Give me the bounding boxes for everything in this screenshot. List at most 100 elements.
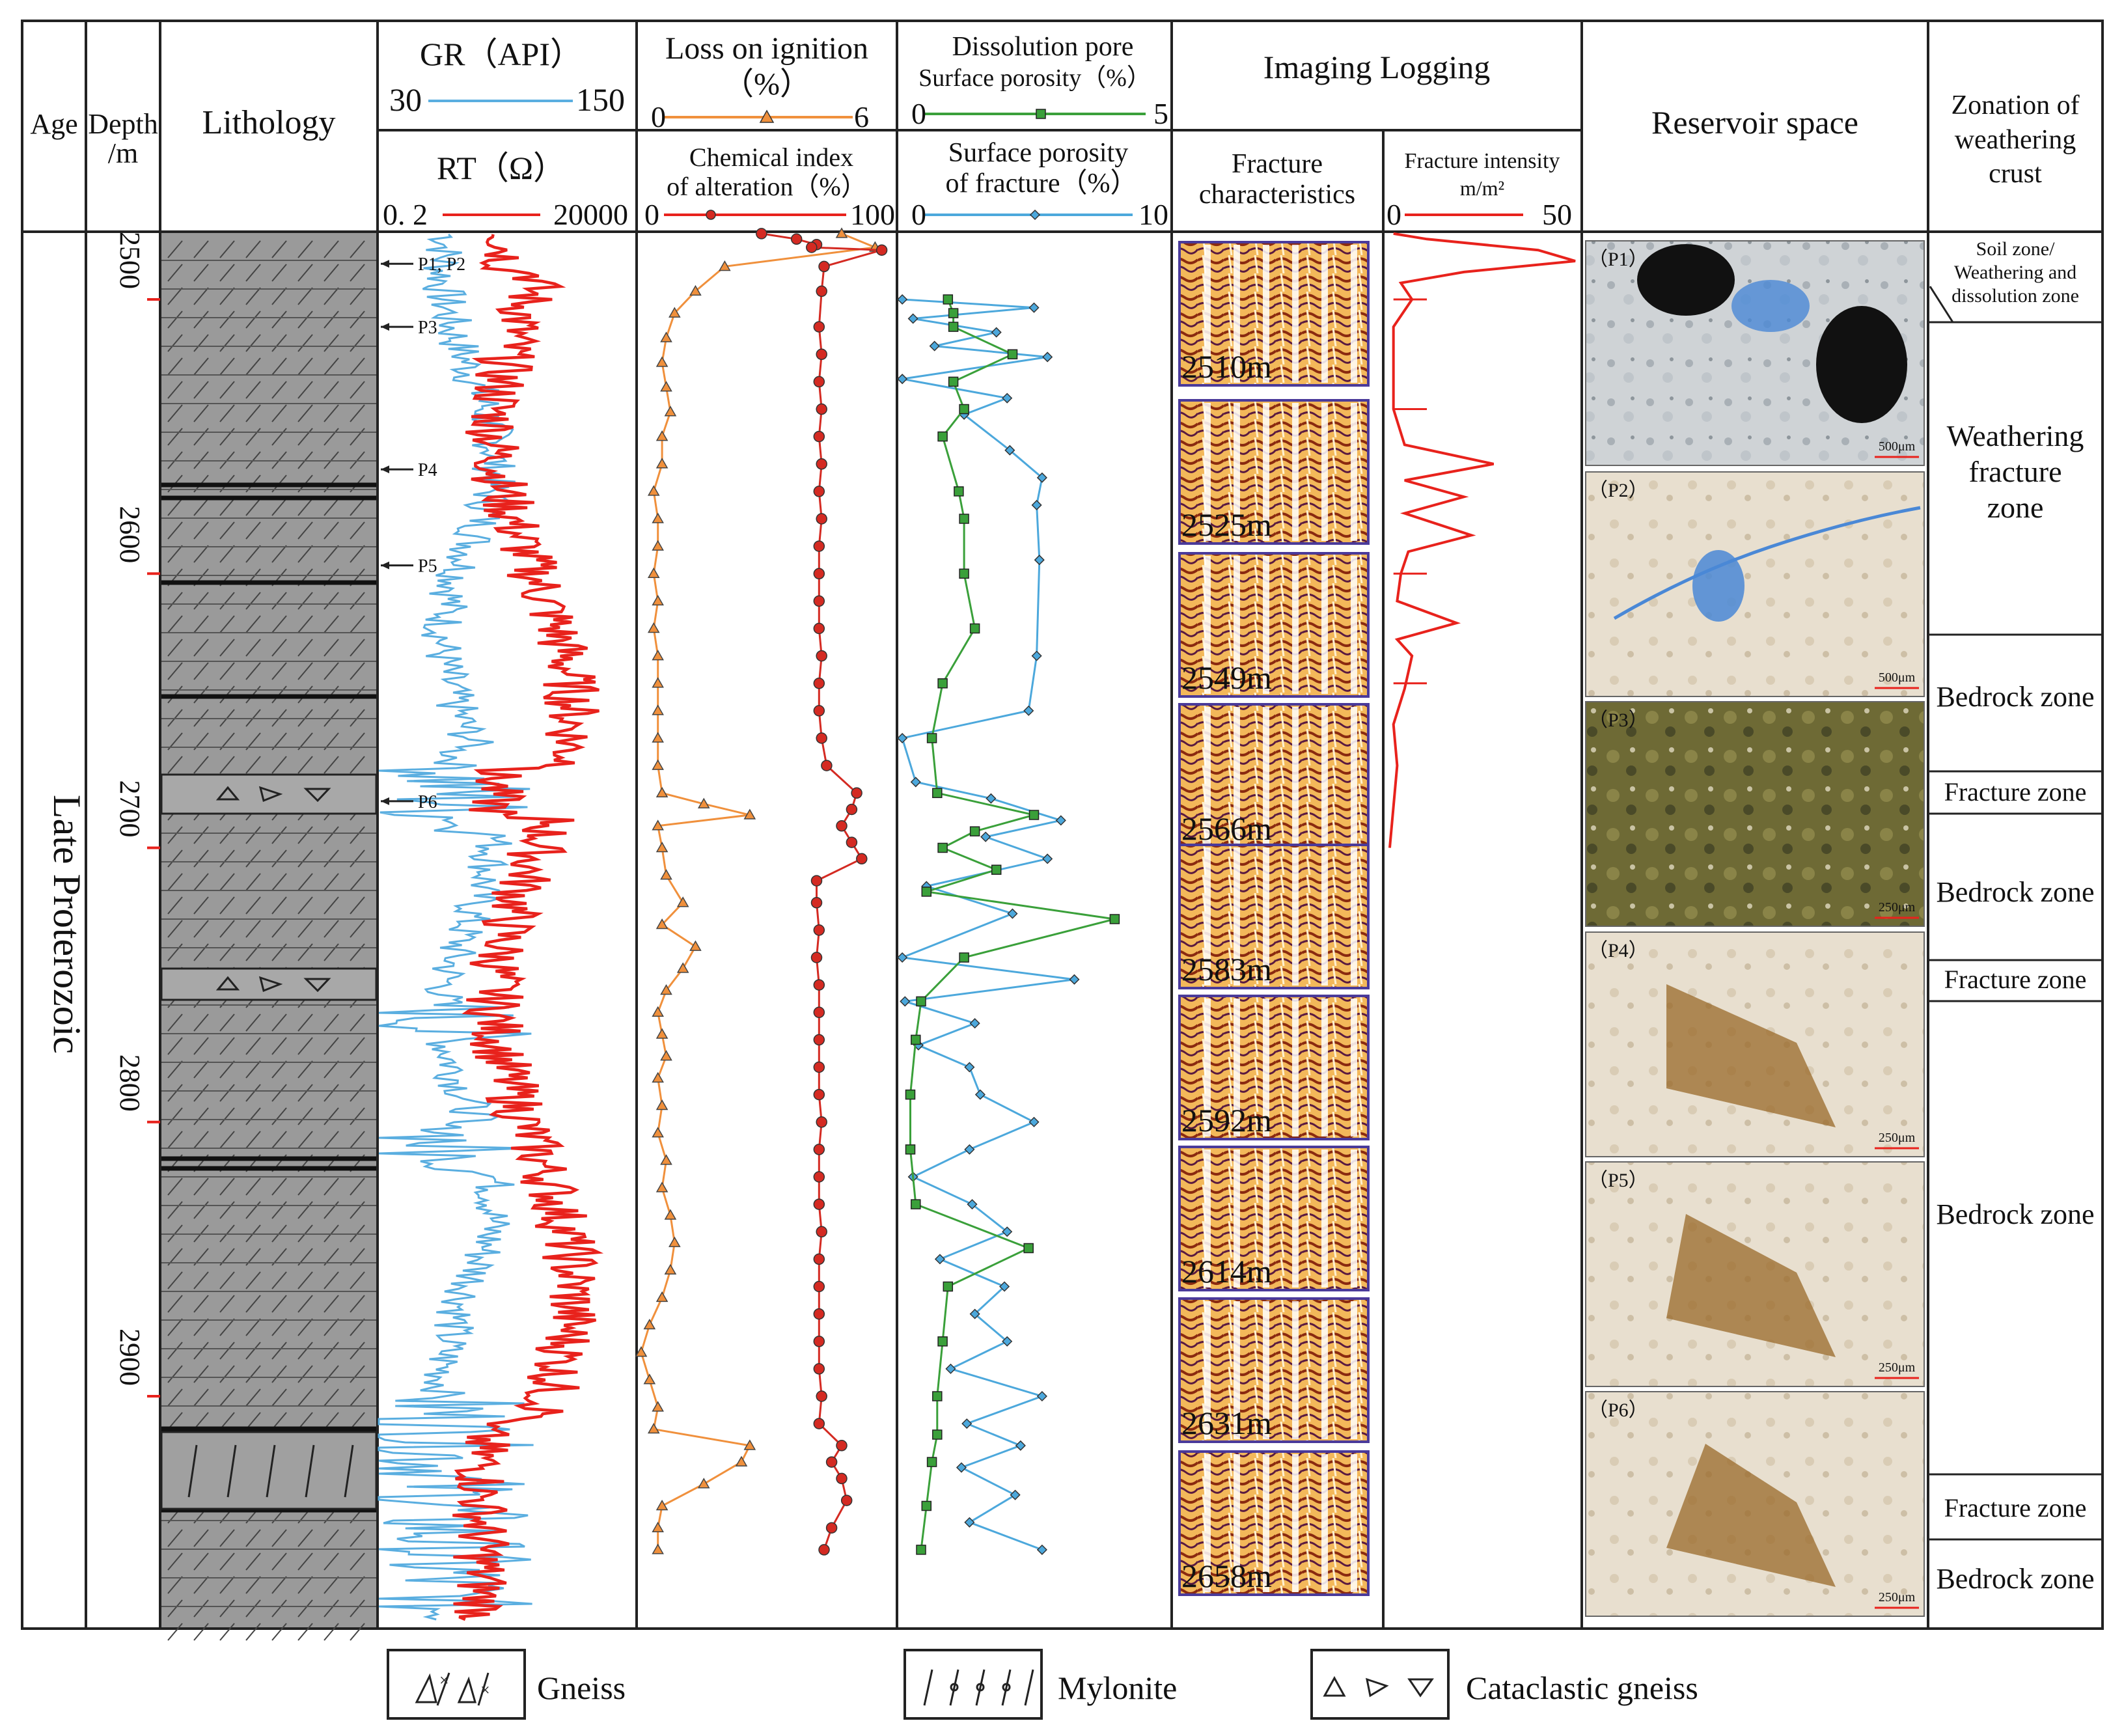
rt-line (452, 234, 604, 1621)
loi-min: 0 (651, 100, 666, 133)
gneiss-hatch (245, 896, 261, 915)
gneiss-hatch (193, 849, 209, 868)
gneiss-hatch (193, 1178, 209, 1196)
pad-gap (1351, 245, 1357, 383)
gneiss-hatch (350, 428, 365, 446)
dp-point (954, 486, 964, 497)
gneiss-hatch (193, 1131, 209, 1149)
scale-label: 500μm (1879, 670, 1916, 685)
fp-point (967, 1199, 978, 1210)
cia-point (825, 1456, 838, 1468)
pad-gap (1351, 1454, 1357, 1592)
gneiss-hatch (324, 404, 339, 422)
gneiss-hatch (350, 826, 365, 844)
gneiss-hatch (271, 357, 287, 376)
zone-soil-label: dissolution zone (1952, 285, 2079, 307)
fp-point (986, 793, 997, 804)
loi-point (689, 284, 702, 296)
gneiss-hatch (324, 1084, 339, 1102)
loi-unit: （%） (723, 67, 811, 102)
gneiss-hatch (271, 1388, 287, 1407)
zone-connector (1929, 286, 1954, 323)
imaging-depth-label: 2510m (1181, 348, 1272, 385)
pad-gap (1351, 403, 1357, 541)
loi-point (652, 1401, 664, 1412)
gneiss-hatch (219, 334, 235, 352)
gneiss-hatch (324, 826, 339, 844)
gneiss-hatch (350, 1107, 365, 1125)
fp-min: 0 (911, 198, 926, 231)
cataclastic-symbol (215, 786, 240, 801)
cia-point (836, 1472, 848, 1485)
gneiss-hatch (167, 1013, 183, 1032)
gneiss-hatch (350, 498, 365, 516)
gneiss-hatch (297, 310, 313, 329)
gneiss-hatch (271, 1623, 287, 1641)
legend-gneiss-label: Gneiss (537, 1670, 626, 1706)
legend-mylonite-label: Mylonite (1058, 1670, 1177, 1706)
fp-point (897, 952, 908, 963)
gneiss-hatch (271, 1201, 287, 1219)
gr-line (378, 233, 534, 1621)
pad-gap (1234, 245, 1240, 383)
cia-legend-marker (706, 210, 716, 220)
dp-line (909, 299, 1115, 1550)
imaging-log-images: 2510m 2525m 2549m 2566m 2583m 2592m 2614m 2631m… (1178, 241, 1370, 1596)
zone-bedrock-label: Bedrock zone (1936, 681, 2094, 713)
cia-point (790, 233, 803, 245)
gneiss-hatch (193, 1318, 209, 1336)
fi-line (1388, 232, 1576, 848)
gneiss-hatch (271, 639, 287, 657)
gneiss-hatch (350, 943, 365, 961)
gneiss-hatch (193, 826, 209, 844)
gneiss-hatch (245, 756, 261, 774)
gneiss-hatch (324, 849, 339, 868)
cia-point (846, 803, 858, 816)
cia-point (816, 650, 827, 662)
fp-point (1028, 302, 1040, 313)
gneiss-hatch (245, 521, 261, 540)
loi-point (652, 650, 664, 661)
fp-point (961, 1418, 972, 1429)
gneiss-hatch (245, 428, 261, 446)
gneiss-hatch (219, 1131, 235, 1149)
gneiss-hatch (167, 1037, 183, 1055)
fp-line (898, 298, 1075, 1551)
gneiss-hatch (324, 1037, 339, 1055)
gneiss-hatch (245, 1131, 261, 1149)
gneiss-hatch (324, 639, 339, 657)
lithology-column (160, 233, 378, 1641)
loi-point (652, 512, 664, 523)
cia-point (813, 1418, 825, 1429)
lithology-header: Lithology (202, 104, 335, 141)
loi-point (660, 331, 672, 342)
gneiss-hatch (167, 521, 183, 540)
dp-point (948, 376, 959, 387)
loi-point (660, 381, 672, 392)
pad-gap (1321, 1150, 1328, 1288)
gneiss-hatch (193, 1623, 209, 1641)
gneiss-hatch (219, 873, 235, 891)
gneiss-hatch (297, 1131, 313, 1149)
fp-point (1069, 974, 1080, 985)
gneiss-hatch (167, 615, 183, 633)
cia-point (813, 1144, 825, 1155)
fp-point (1028, 1116, 1040, 1127)
gneiss-hatch (271, 264, 287, 282)
imaging-depth-label: 2525m (1181, 506, 1272, 543)
gneiss-hatch (245, 498, 261, 516)
gneiss-hatch (297, 1318, 313, 1336)
gneiss-hatch (193, 404, 209, 422)
loi-point (647, 485, 660, 496)
frame (21, 20, 2104, 1630)
gneiss-hatch (350, 1599, 365, 1618)
gneiss-hatch (193, 896, 209, 915)
cia-point (876, 244, 888, 256)
gneiss-hatch (193, 287, 209, 305)
gneiss-hatch (350, 1576, 365, 1594)
gneiss-hatch (167, 1178, 183, 1196)
rt-min: 0. 2 (383, 198, 428, 231)
dp-point (937, 842, 948, 853)
loi-point (719, 260, 731, 271)
micrograph-panel (1585, 471, 1925, 697)
